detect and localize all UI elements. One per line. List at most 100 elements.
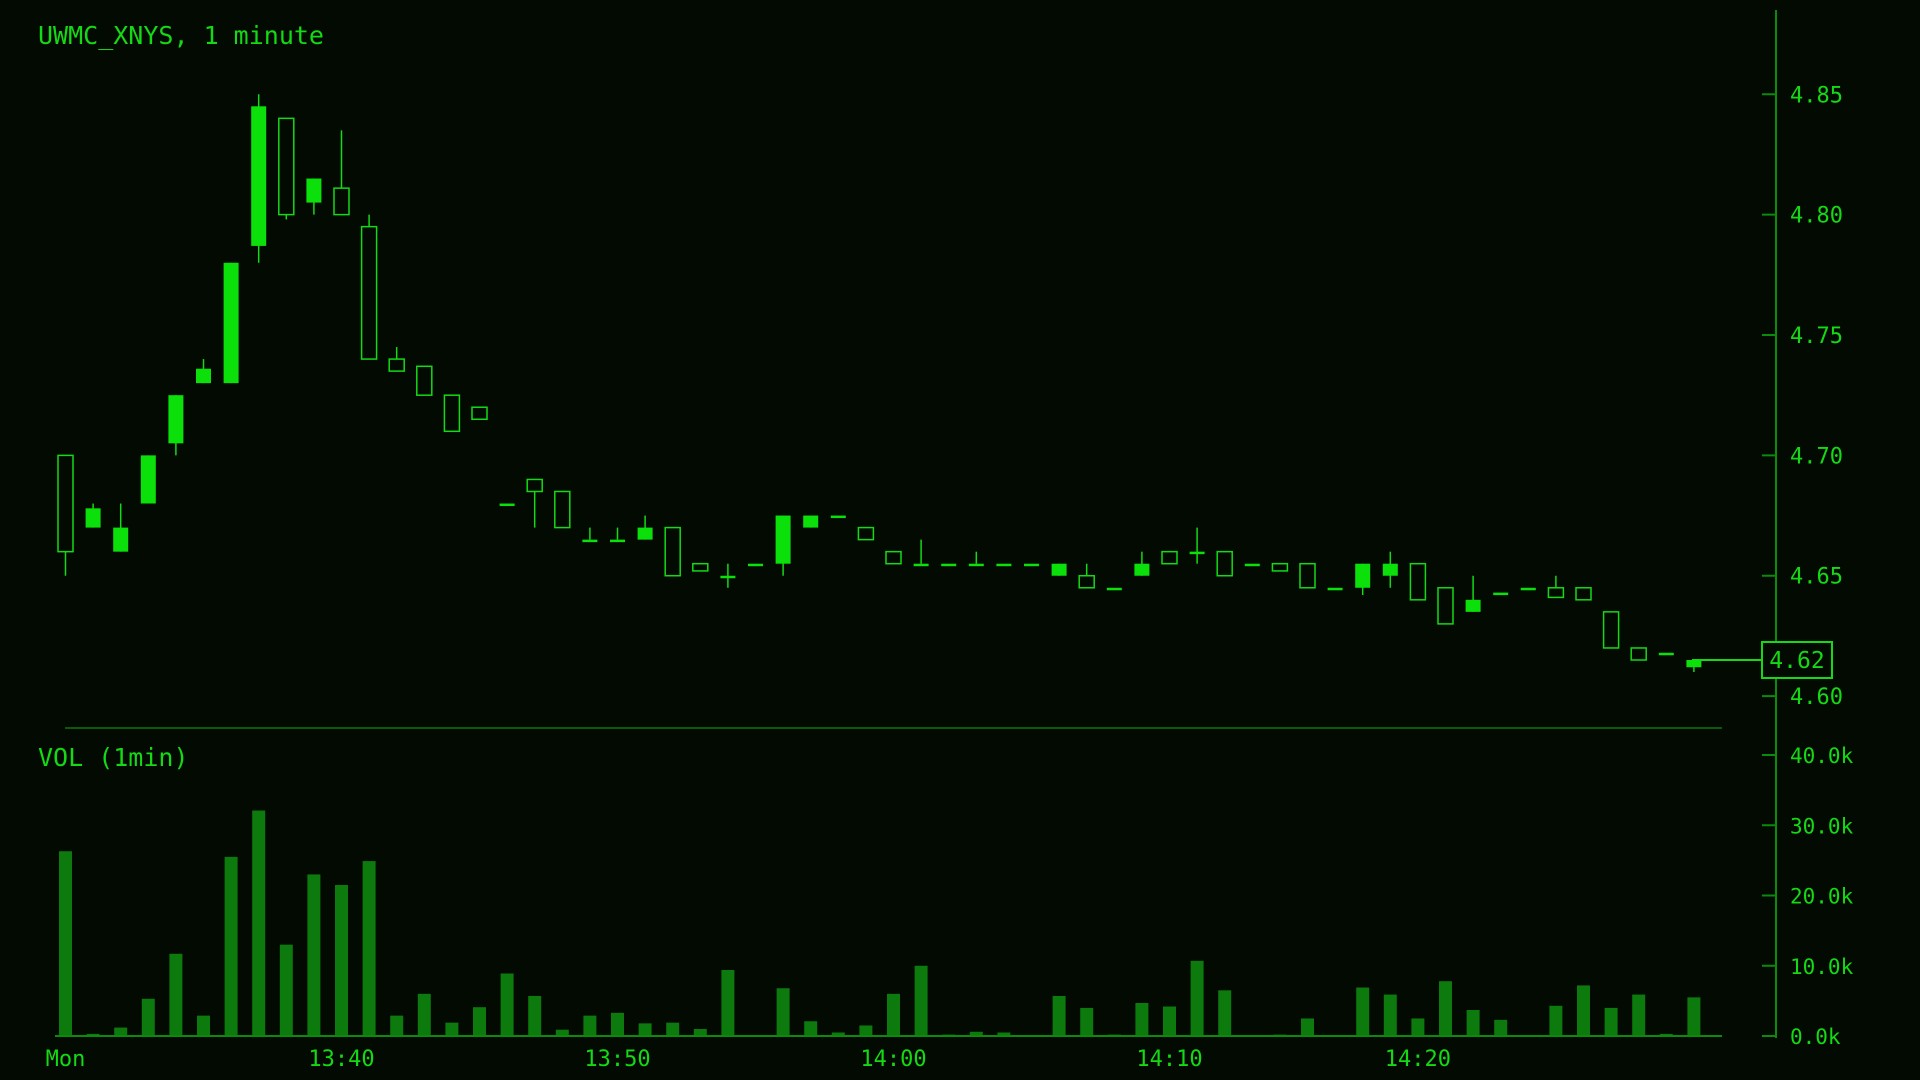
price-tick-label: 4.60 [1790,685,1843,710]
candle [526,478,543,528]
candle [748,563,763,567]
candle-body [499,503,515,507]
volume-tick-label: 40.0k [1790,744,1854,768]
candle-body [223,262,239,384]
candle-body [1134,563,1150,576]
candle-body [57,454,74,553]
last-price-marker: 4.62 [1692,641,1833,679]
candle-body [1409,562,1427,601]
candle [1051,563,1067,576]
volume-bar [1383,994,1397,1036]
candle [720,563,736,588]
candle-body [278,117,295,216]
candle [692,562,709,572]
candle-body [360,225,378,360]
volume-tick-label: 30.0k [1790,814,1854,838]
volume-bar [1218,990,1232,1036]
volume-bar [114,1027,128,1036]
candle-body [416,365,433,396]
candle [803,515,819,528]
volume-bar [252,810,266,1036]
candle-body [913,563,929,567]
price-tick-label: 4.80 [1790,204,1843,229]
candle [1078,563,1095,589]
candle-body [1106,587,1122,591]
candle-body [610,539,625,543]
candle [113,503,129,552]
candle [664,526,681,577]
volume-bar [1163,1006,1176,1036]
time-axis: Mon 13:40 13:50 14:00 14:10 14:20 [46,1047,1451,1072]
volume-bar [1190,960,1204,1036]
candle [857,526,875,541]
candle-body [1465,599,1481,612]
candle [775,515,791,576]
candle-body [388,358,405,372]
candle-body [251,106,267,246]
volume-bar [887,993,900,1036]
candle [360,214,378,360]
price-tick-label: 4.65 [1790,565,1843,590]
volume-bar [1466,1010,1480,1036]
candle [140,455,156,504]
price-axis: 4.85 4.80 4.75 4.70 4.65 4.60 [1762,83,1843,710]
candle [830,515,846,519]
candle-body [306,178,322,203]
candle-body [885,550,902,565]
candle-body [996,563,1012,567]
volume-bar [831,1032,845,1036]
volume-bar [804,1021,818,1036]
candle-body [1355,563,1371,588]
volume-bar [59,851,72,1036]
candle [996,563,1012,567]
candle-body [554,490,571,529]
time-tick-label: 14:10 [1136,1047,1202,1072]
candle-body [1327,587,1343,591]
price-tick-label: 4.75 [1790,324,1843,349]
candle-body [803,515,819,528]
time-tick-label: 14:00 [860,1047,926,1072]
candle-body [1493,592,1509,596]
candle-body [1299,562,1316,589]
candle [1382,551,1398,588]
volume-bar [1301,1018,1314,1036]
candle [1520,587,1536,591]
candle [1216,550,1233,577]
candle [1299,562,1316,589]
candle [1547,575,1565,599]
volume-bar [1604,1007,1618,1036]
volume-bar [859,1025,873,1036]
volume-title: VOL (1min) [38,743,189,772]
candle [1106,587,1122,591]
candle [57,454,74,576]
candle [1327,587,1343,591]
candle [582,527,598,543]
candle [885,550,902,565]
candle [85,503,101,528]
candle-body [1216,550,1233,577]
candle [968,551,984,567]
time-tick-label: 14:20 [1385,1047,1451,1072]
volume-bar [666,1022,680,1036]
candle-body [471,406,488,421]
volume-bar [555,1029,569,1036]
candle [1437,587,1454,625]
candle [1024,563,1039,567]
candle [610,527,625,543]
volume-bar [1135,1002,1149,1036]
volume-bar [969,1031,983,1036]
candle-body [1602,611,1620,649]
volume-bar [1356,987,1370,1036]
volume-bars [59,810,1701,1037]
candle [1465,575,1481,612]
volume-bar [693,1028,707,1036]
candle-body [1161,550,1178,565]
candle-body [443,394,461,433]
candle [499,503,515,507]
candle-body [857,526,875,541]
candle-body [748,563,763,567]
candle [443,394,461,433]
candle-body [1658,652,1674,656]
candle-body [526,478,543,493]
